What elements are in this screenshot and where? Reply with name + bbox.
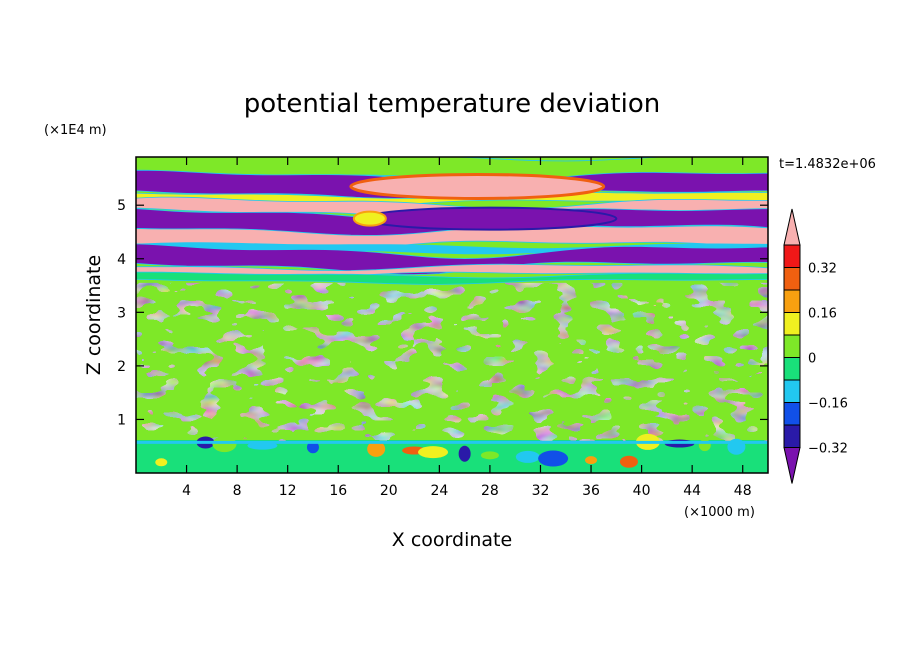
y-tick-label: 5 [117,198,126,214]
boundary-eddy [515,450,540,463]
boundary-eddy [212,436,237,453]
upper-layers [136,157,768,285]
boundary-eddy [155,458,168,467]
colorbar-swatch [783,334,801,358]
y-tick-label: 3 [117,305,126,321]
x-axis-ticks: 4 8 12 16 20 24 28 32 36 40 44 48 [182,157,752,499]
contour-field [136,157,768,473]
y-axis-unit: (×1E4 m) [44,123,107,138]
x-tick-label: 44 [683,483,701,499]
x-tick-label: 28 [481,483,499,499]
boundary-layer [136,440,768,473]
upper-warm-lens [349,172,606,200]
x-tick-label: 4 [182,483,191,499]
y-tick-label: 2 [117,359,126,375]
upper-cold-lens [362,206,618,231]
y-axis-ticks: 1 2 3 4 5 [117,198,768,428]
colorbar-label: −0.16 [808,397,848,412]
x-axis-label: X coordinate [392,529,512,551]
boundary-eddy [538,450,569,467]
x-tick-label: 40 [633,483,651,499]
upper-band [136,271,768,285]
colorbar-swatch [783,312,801,336]
x-tick-label: 16 [329,483,347,499]
colorbar-swatch [783,244,801,268]
colorbar-label: 0 [808,352,816,367]
x-tick-label: 32 [532,483,550,499]
boundary-eddy [458,445,471,462]
colorbar-swatch [783,424,801,448]
mid-level-blotches [136,282,768,441]
boundary-eddy [367,440,386,457]
colorbar: 0.32 0.16 0 −0.16 −0.32 [783,208,848,484]
x-tick-label: 24 [430,483,448,499]
x-tick-label: 48 [734,483,752,499]
blotch-layer [136,282,768,441]
colorbar-label: 0.16 [808,307,837,322]
boundary-eddy [619,455,638,468]
boundary-eddy [418,446,449,459]
boundary-eddy [306,441,319,454]
chart-title: potential temperature deviation [244,89,660,119]
colorbar-label: 0.32 [808,262,837,277]
colorbar-swatch [783,267,801,291]
x-tick-label: 36 [582,483,600,499]
x-tick-label: 12 [279,483,297,499]
plot-frame [135,156,769,474]
boundary-eddies [136,433,768,468]
boundary-eddy [480,451,499,460]
colorbar-label: −0.32 [808,442,848,457]
y-axis-label: Z coordinate [83,255,105,375]
time-label: t=1.4832e+06 [779,157,876,172]
colorbar-swatch [783,357,801,381]
x-axis-unit: (×1000 m) [684,505,755,520]
y-tick-label: 1 [117,412,126,428]
x-tick-label: 8 [233,483,242,499]
colorbar-extend-low [783,447,801,484]
x-tick-label: 20 [380,483,398,499]
colorbar-swatch [783,379,801,403]
upper-yellow-patch [352,210,387,227]
colorbar-swatch [783,402,801,426]
y-tick-label: 4 [117,252,126,268]
colorbar-extend-high [783,208,801,246]
boundary-top-edge [136,440,768,444]
colorbar-swatch [783,289,801,313]
boundary-eddy [585,456,598,465]
